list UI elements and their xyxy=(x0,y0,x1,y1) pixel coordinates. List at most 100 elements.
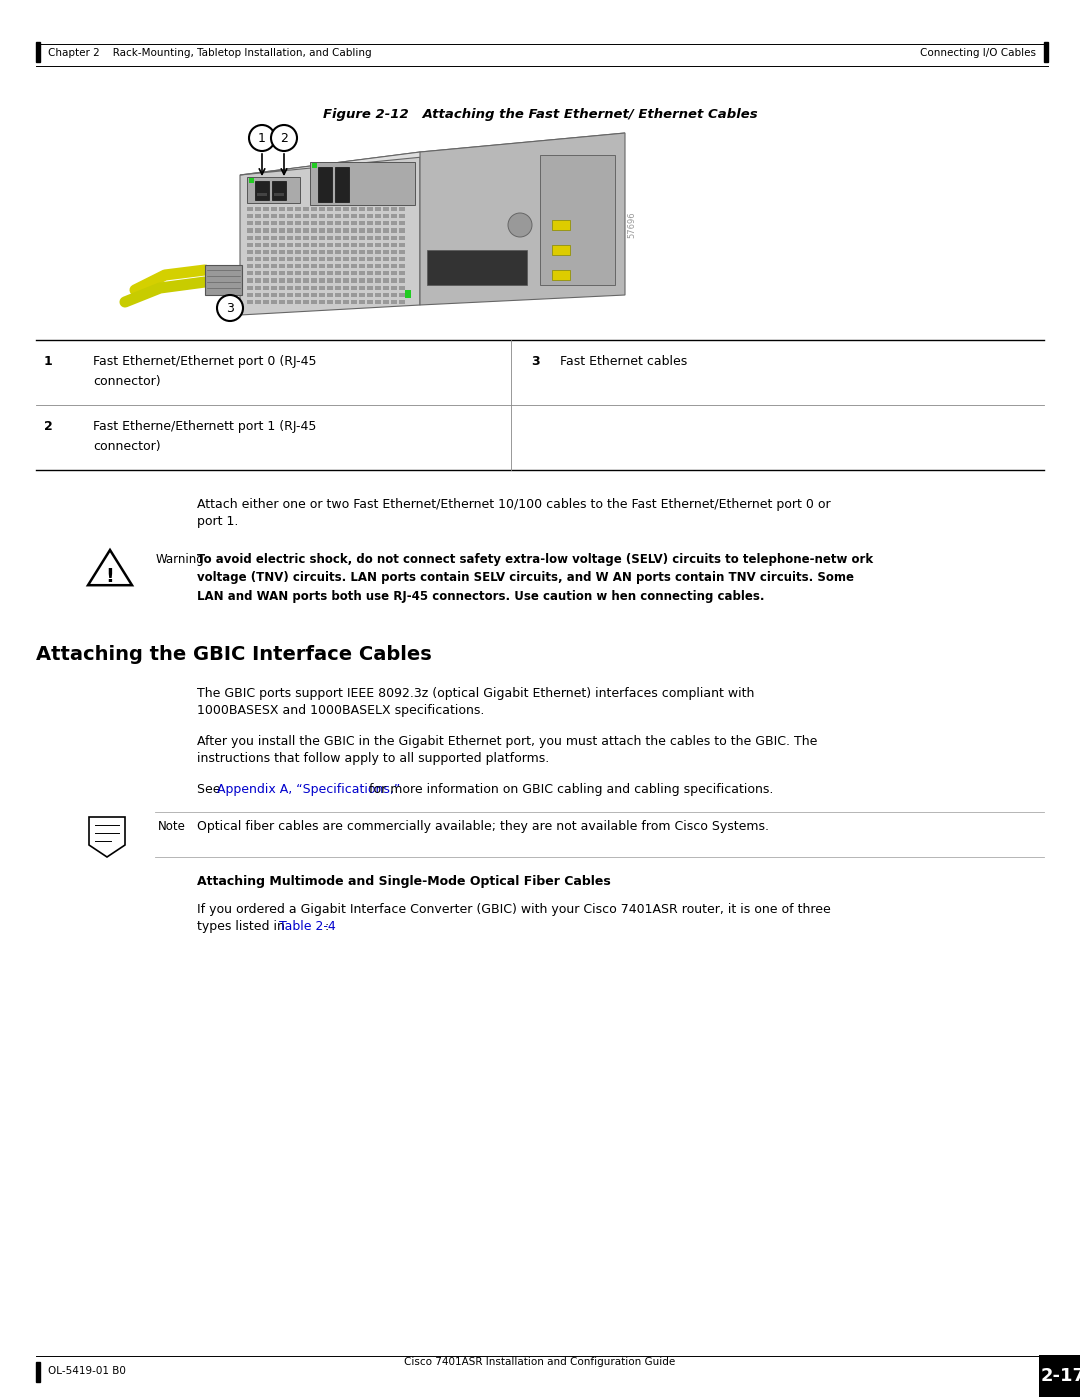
Bar xyxy=(303,221,309,225)
Bar xyxy=(367,285,373,289)
Bar xyxy=(287,214,293,218)
Bar xyxy=(399,207,405,211)
Text: Attaching the GBIC Interface Cables: Attaching the GBIC Interface Cables xyxy=(36,645,432,664)
Text: Cisco 7401ASR Installation and Configuration Guide: Cisco 7401ASR Installation and Configura… xyxy=(404,1356,676,1368)
Bar xyxy=(375,207,381,211)
Text: 1: 1 xyxy=(258,131,266,144)
Bar xyxy=(327,264,333,268)
Bar xyxy=(311,257,318,261)
Text: !: ! xyxy=(106,567,114,587)
Bar xyxy=(359,264,365,268)
Bar xyxy=(383,207,389,211)
Bar xyxy=(335,278,341,282)
Bar xyxy=(383,243,389,247)
Bar xyxy=(343,293,349,296)
Bar xyxy=(279,243,285,247)
Bar xyxy=(399,293,405,296)
Bar xyxy=(303,278,309,282)
Bar xyxy=(375,264,381,268)
Bar xyxy=(399,250,405,254)
Bar xyxy=(311,221,318,225)
Bar xyxy=(391,250,397,254)
Bar xyxy=(271,229,276,232)
Bar xyxy=(205,265,242,295)
Bar xyxy=(335,257,341,261)
Bar xyxy=(351,236,357,240)
Bar xyxy=(319,229,325,232)
Bar xyxy=(255,207,261,211)
Bar xyxy=(375,214,381,218)
Bar xyxy=(271,221,276,225)
Bar xyxy=(279,293,285,296)
Text: Optical fiber cables are commercially available; they are not available from Cis: Optical fiber cables are commercially av… xyxy=(197,820,769,833)
Bar xyxy=(375,250,381,254)
Bar xyxy=(367,264,373,268)
Bar xyxy=(375,300,381,305)
Bar xyxy=(383,221,389,225)
Bar xyxy=(391,300,397,305)
Bar xyxy=(343,214,349,218)
Bar xyxy=(327,278,333,282)
Bar xyxy=(335,300,341,305)
Bar xyxy=(255,271,261,275)
Bar xyxy=(319,285,325,289)
Bar xyxy=(295,278,301,282)
Bar xyxy=(375,293,381,296)
Bar xyxy=(351,264,357,268)
Bar xyxy=(335,214,341,218)
Bar xyxy=(552,244,570,256)
Bar xyxy=(359,243,365,247)
Bar xyxy=(271,243,276,247)
Bar xyxy=(303,264,309,268)
Bar xyxy=(375,243,381,247)
Text: 2: 2 xyxy=(280,131,288,144)
Bar xyxy=(1044,42,1048,61)
Bar xyxy=(311,271,318,275)
Bar xyxy=(287,285,293,289)
Bar xyxy=(335,236,341,240)
Bar xyxy=(279,257,285,261)
Bar xyxy=(343,229,349,232)
Bar xyxy=(367,214,373,218)
Bar xyxy=(351,293,357,296)
Bar xyxy=(249,177,254,183)
Bar xyxy=(319,293,325,296)
Bar xyxy=(343,257,349,261)
Bar xyxy=(335,243,341,247)
Bar xyxy=(399,257,405,261)
Bar xyxy=(399,243,405,247)
Bar xyxy=(264,250,269,254)
Bar xyxy=(335,293,341,296)
Bar xyxy=(327,221,333,225)
Bar xyxy=(391,243,397,247)
Bar xyxy=(295,293,301,296)
Text: After you install the GBIC in the Gigabit Ethernet port, you must attach the cab: After you install the GBIC in the Gigabi… xyxy=(197,735,818,747)
Bar xyxy=(391,229,397,232)
Bar xyxy=(311,229,318,232)
Bar xyxy=(427,250,527,285)
Bar xyxy=(279,221,285,225)
Bar xyxy=(343,221,349,225)
Text: Note: Note xyxy=(158,820,186,833)
Bar xyxy=(335,264,341,268)
Bar xyxy=(383,271,389,275)
Polygon shape xyxy=(240,133,625,175)
Bar xyxy=(375,236,381,240)
Bar xyxy=(319,257,325,261)
Text: Table 2-4: Table 2-4 xyxy=(279,921,336,933)
Bar xyxy=(255,264,261,268)
Bar xyxy=(311,278,318,282)
Bar xyxy=(319,236,325,240)
Bar xyxy=(351,221,357,225)
Text: 3: 3 xyxy=(531,355,540,367)
Bar xyxy=(287,300,293,305)
Bar xyxy=(255,257,261,261)
Bar xyxy=(287,221,293,225)
Bar xyxy=(552,219,570,231)
Bar xyxy=(303,214,309,218)
Bar xyxy=(391,271,397,275)
Bar xyxy=(271,207,276,211)
Bar xyxy=(279,278,285,282)
Bar xyxy=(319,221,325,225)
Bar xyxy=(319,271,325,275)
